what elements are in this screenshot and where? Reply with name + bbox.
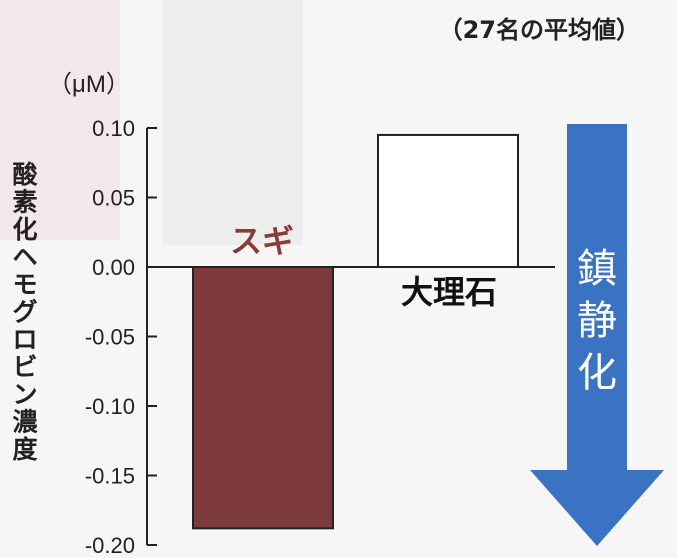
y-label-char-0: 酸 (12, 160, 38, 189)
background-ghost-center (163, 0, 303, 245)
y-tick-label-4: -0.10 (85, 394, 135, 419)
y-label-char-10: 度 (12, 435, 37, 464)
arrow-shape (530, 124, 664, 546)
y-tick-label-6: -0.20 (85, 533, 135, 558)
y-label-char-8: ン (12, 380, 37, 409)
sample-note: （27名の平均値） (439, 16, 640, 44)
bar-1 (377, 133, 519, 268)
y-label-char-4: モ (12, 270, 37, 299)
arrow-label-char-0: 鎮 (577, 246, 617, 292)
category-label-1: 大理石 (401, 273, 497, 311)
y-label-char-2: 化 (12, 215, 37, 244)
y-label-char-9: 濃 (12, 408, 38, 437)
y-tick-label-5: -0.15 (85, 464, 135, 489)
y-label-char-7: ビ (12, 353, 37, 382)
y-tick-label-0: 0.10 (92, 116, 135, 141)
y-tick-label-2: 0.00 (92, 255, 135, 280)
y-tick-label-1: 0.05 (92, 186, 135, 211)
sedation-arrow: 鎮静化 (530, 124, 664, 546)
y-label-char-1: 素 (12, 188, 37, 217)
background-ghost-left (0, 0, 120, 240)
y-label-char-3: ヘ (12, 243, 37, 272)
y-label-char-6: ロ (12, 325, 37, 354)
y-axis: 0.10 0.05 0.00 -0.05 -0.10 -0.15 -0.20 (85, 116, 555, 558)
arrow-label-char-2: 化 (577, 350, 617, 396)
bars (192, 133, 519, 530)
y-tick-label-3: -0.05 (85, 325, 135, 350)
arrow-label-char-1: 静 (577, 298, 617, 344)
bar-0 (192, 266, 334, 530)
y-label-char-5: グ (12, 298, 37, 327)
category-label-0: スギ (230, 222, 294, 260)
unit-label: （μM） (48, 71, 130, 98)
